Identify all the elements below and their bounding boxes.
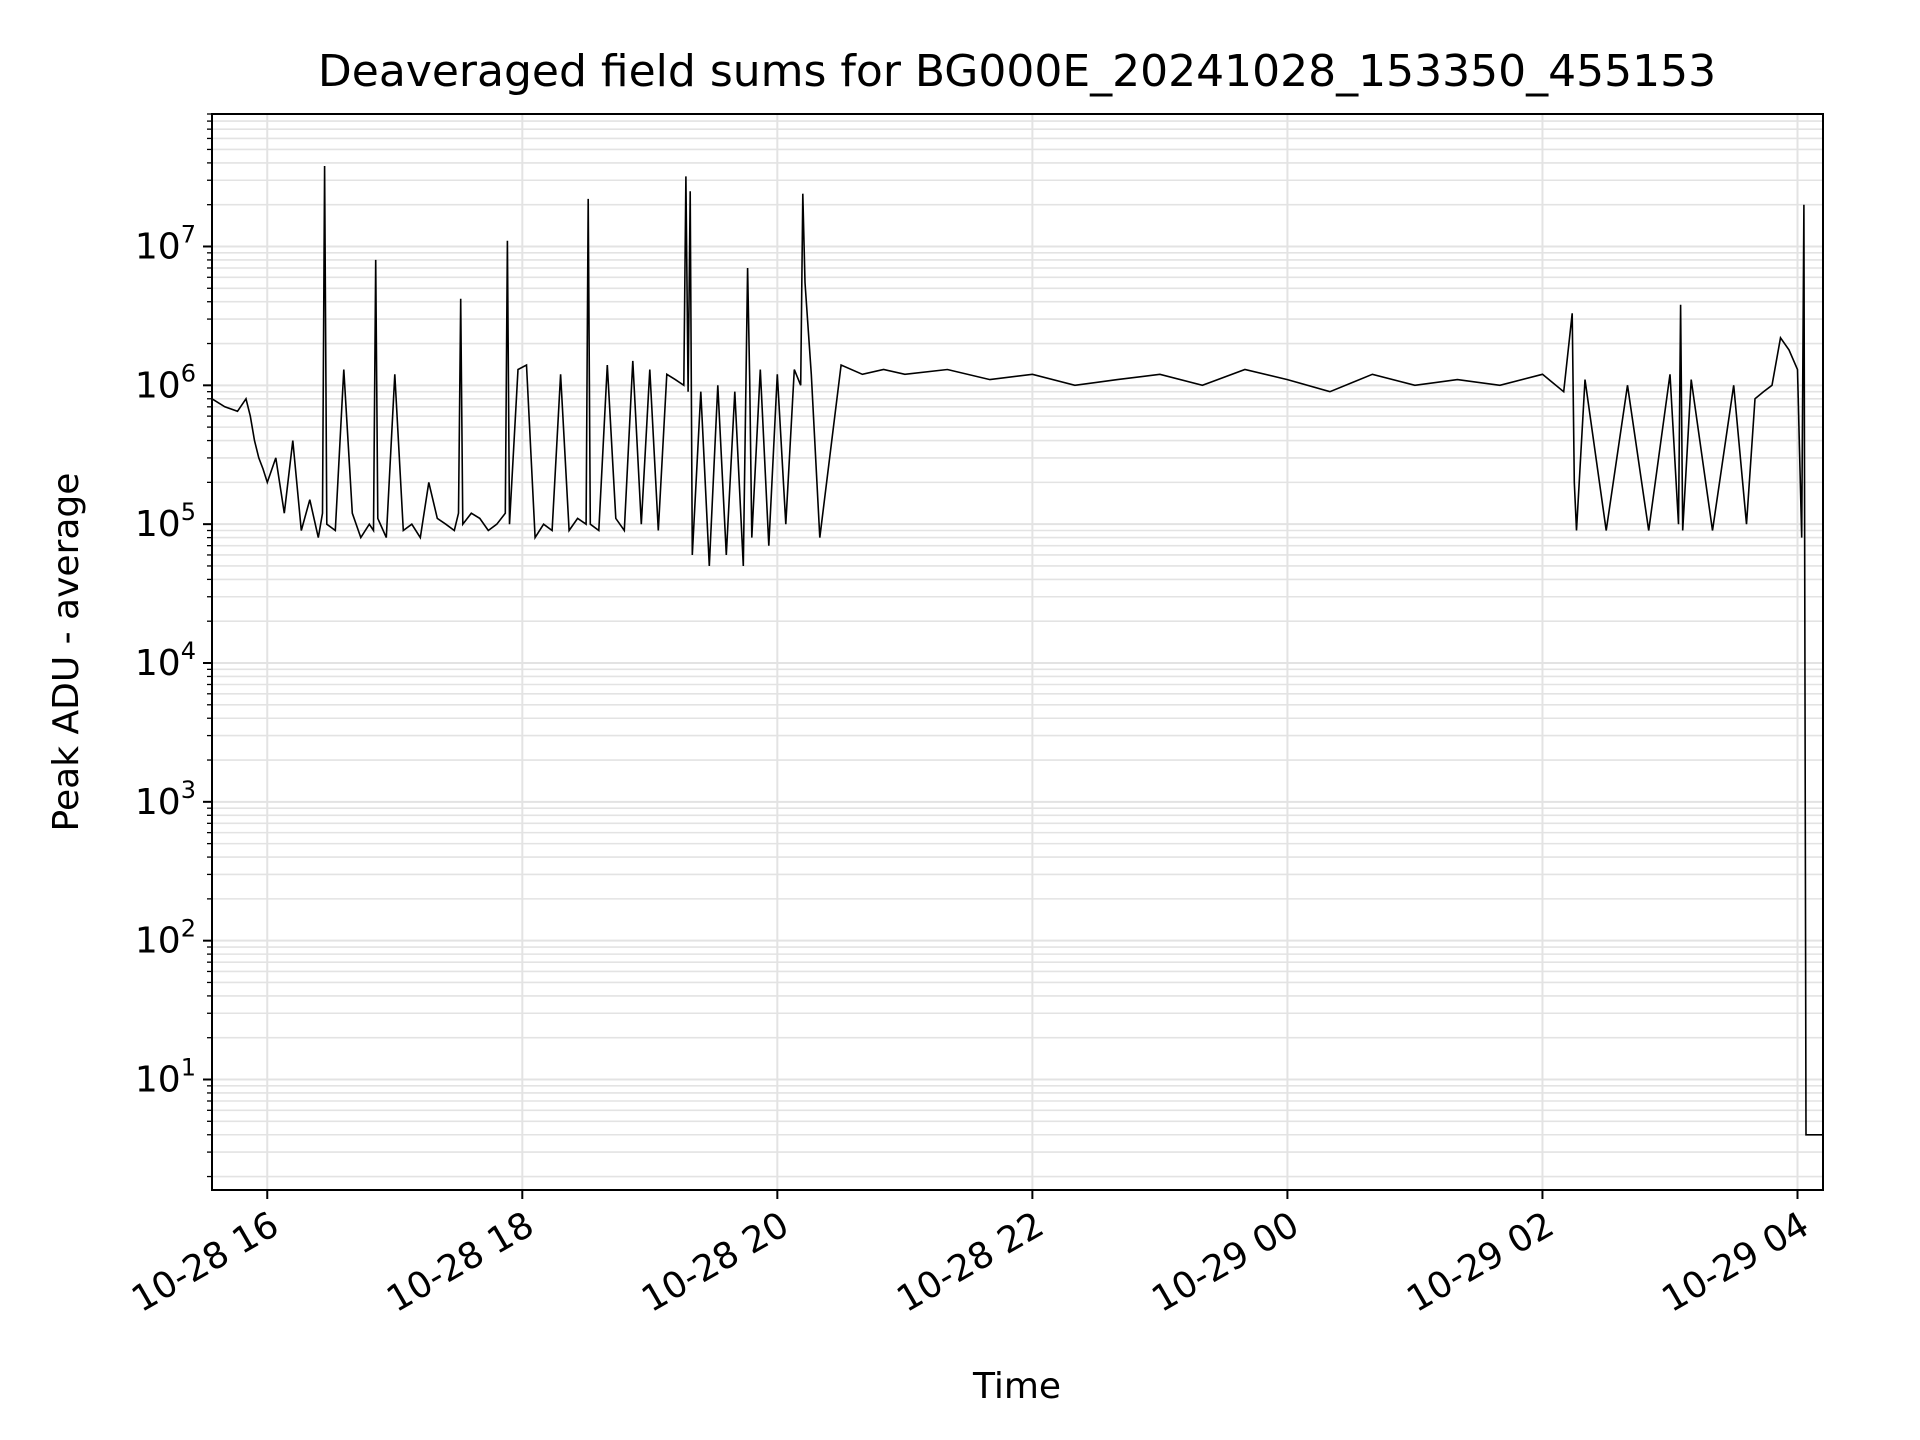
plot-frame [211, 113, 1824, 1191]
y-tick-labels: 101 102 103 104 105 106 107 [135, 220, 196, 1100]
x-axis-label: Time [972, 1366, 1061, 1407]
y-tick-label: 107 [135, 220, 196, 267]
y-tick-label: 105 [135, 498, 196, 545]
series-line [211, 165, 1823, 1136]
grid-lines [212, 113, 1823, 1190]
y-axis-label: Peak ADU - average [46, 473, 87, 832]
y-tick-label: 103 [135, 776, 196, 823]
y-tick-label: 102 [135, 915, 196, 962]
y-tick-label: 104 [135, 637, 196, 684]
y-tick-label: 101 [135, 1054, 196, 1101]
data-series [211, 165, 1823, 1136]
axis-ticks [203, 113, 1799, 1199]
y-tick-label: 106 [135, 359, 196, 406]
chart-title: Deaveraged field sums for BG000E_2024102… [318, 46, 1716, 97]
